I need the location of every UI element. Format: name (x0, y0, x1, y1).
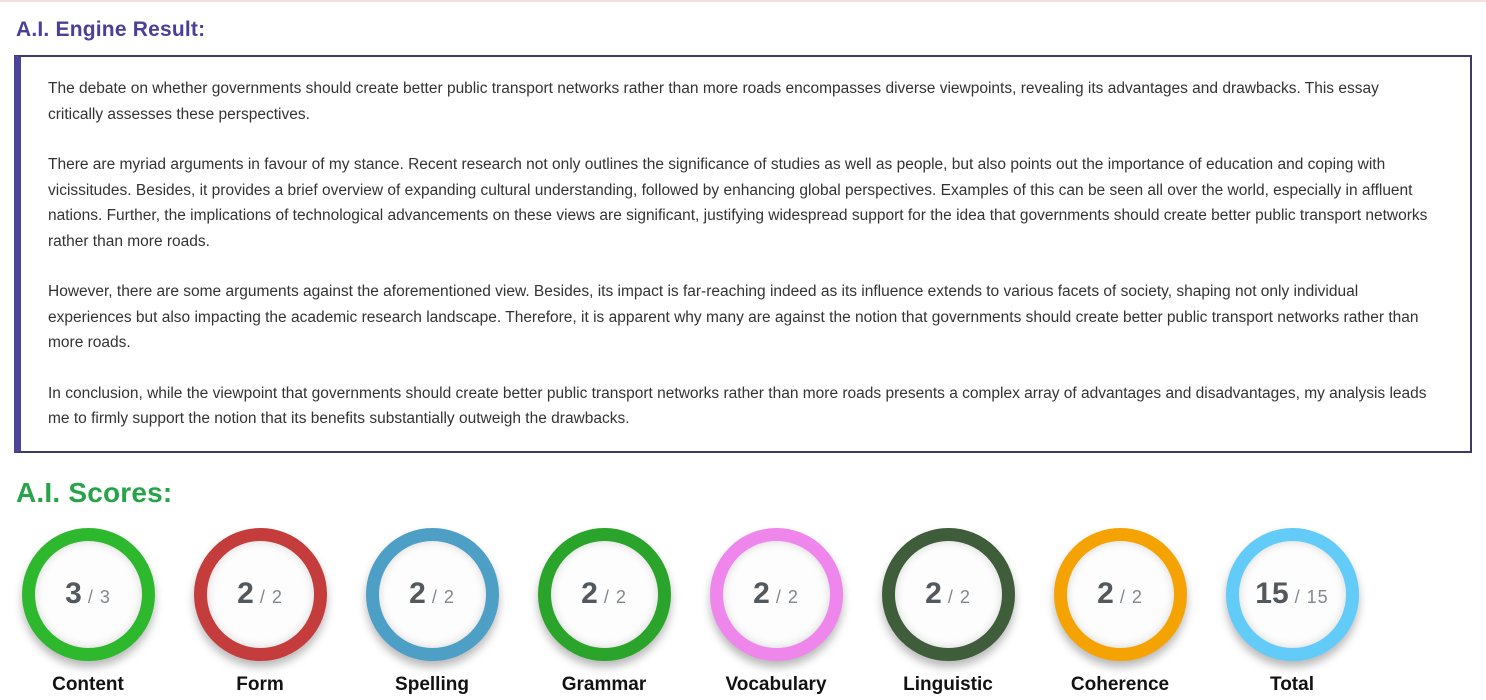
score-ring: 2 / 2 (709, 527, 843, 661)
score-badge: 2 / 2 Form (174, 527, 346, 696)
score-value: 15 (1255, 577, 1289, 610)
score-label: Vocabulary (725, 673, 827, 695)
score-label: Grammar (561, 673, 647, 695)
score-badge: 2 / 2 Vocabulary (690, 527, 862, 696)
score-max: / 15 (1294, 587, 1329, 607)
score-text: 3 / 3 (65, 577, 111, 611)
score-ring: 3 / 3 (21, 527, 155, 661)
score-value: 2 (237, 577, 254, 610)
essay-text: The debate on whether governments should… (48, 76, 1436, 432)
score-ring: 2 / 2 (881, 527, 1015, 661)
score-ring: 2 / 2 (1053, 527, 1187, 661)
score-text: 2 / 2 (925, 577, 971, 611)
score-label: Coherence (1070, 673, 1170, 695)
score-label: Spelling (395, 673, 469, 695)
score-max: / 2 (603, 587, 627, 607)
score-ring: 2 / 2 (365, 527, 499, 661)
score-badge: 2 / 2 Linguistic (862, 527, 1034, 696)
score-badge: 2 / 2 Grammar (518, 527, 690, 696)
engine-result-title: A.I. Engine Result: (16, 18, 206, 41)
score-text: 2 / 2 (409, 577, 455, 611)
essay-paragraph: The debate on whether governments should… (48, 80, 1379, 123)
score-ring: 2 / 2 (537, 527, 671, 661)
score-badge: 15 / 15 Total (1206, 527, 1378, 696)
essay-paragraph: However, there are some arguments agains… (48, 283, 1419, 351)
score-max: / 2 (1119, 587, 1143, 607)
score-text: 2 / 2 (581, 577, 627, 611)
score-ring: 2 / 2 (193, 527, 327, 661)
score-max: / 2 (947, 587, 971, 607)
score-label: Total (1270, 673, 1314, 695)
score-badge: 2 / 2 Spelling (346, 527, 518, 696)
score-label: Form (236, 673, 284, 695)
top-divider (0, 0, 1486, 2)
score-max: / 2 (259, 587, 283, 607)
score-max: / 3 (87, 587, 111, 607)
score-ring: 15 / 15 (1225, 527, 1359, 661)
score-value: 2 (1097, 577, 1114, 610)
scores-row: 3 / 3 Content 2 / 2 Form 2 / 2 Spelling … (0, 527, 1486, 696)
score-badge: 2 / 2 Coherence (1034, 527, 1206, 696)
score-value: 3 (65, 577, 82, 610)
score-text: 2 / 2 (1097, 577, 1143, 611)
essay-paragraph: In conclusion, while the viewpoint that … (48, 384, 1427, 428)
score-value: 2 (925, 577, 942, 610)
score-max: / 2 (431, 587, 455, 607)
score-max: / 2 (775, 587, 799, 607)
score-text: 15 / 15 (1255, 577, 1328, 611)
score-label: Content (52, 673, 124, 695)
score-label: Linguistic (903, 673, 993, 695)
score-text: 2 / 2 (753, 577, 799, 611)
score-value: 2 (409, 577, 426, 610)
essay-result-box: The debate on whether governments should… (14, 55, 1472, 453)
score-value: 2 (753, 577, 770, 610)
score-value: 2 (581, 577, 598, 610)
score-text: 2 / 2 (237, 577, 283, 611)
scores-title: A.I. Scores: (16, 476, 173, 508)
score-badge: 3 / 3 Content (2, 527, 174, 696)
essay-paragraph: There are myriad arguments in favour of … (48, 156, 1428, 250)
